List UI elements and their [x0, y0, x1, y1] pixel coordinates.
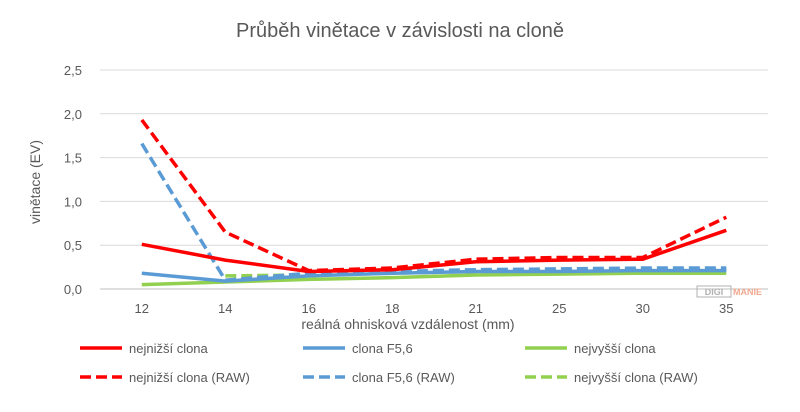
watermark-box: [696, 285, 732, 298]
x-tick-label: 30: [636, 301, 650, 316]
x-tick-label: 16: [302, 301, 316, 316]
y-tick-label: 1,0: [64, 194, 82, 209]
x-tick-label: 12: [135, 301, 149, 316]
series-line-5: [140, 142, 727, 282]
watermark-digi: DIGI: [705, 287, 724, 297]
watermark-manie: MANIE: [733, 287, 762, 297]
legend-label: clona F5,6: [352, 341, 413, 356]
x-tick-label: 21: [469, 301, 483, 316]
x-tick-label: 18: [385, 301, 399, 316]
y-axis-label: vinětace (EV): [27, 140, 43, 224]
series-line-1: [141, 228, 727, 274]
x-tick-label: 25: [552, 301, 566, 316]
legend: nejnižší clona clona F5,6 nejvyšší clona ne…: [80, 341, 698, 385]
watermark-logo: DIGI MANIE: [696, 285, 762, 298]
legend-label: nejvyšší clona: [574, 341, 656, 356]
data-series: [140, 118, 728, 287]
y-tick-label: 2,5: [64, 63, 82, 78]
legend-label: clona F5,6 (RAW): [352, 370, 455, 385]
grid-lines: [100, 69, 768, 290]
x-axis-ticks: 12 14 16 18 21 25 30 35: [135, 301, 734, 316]
series-line-4: [140, 118, 728, 273]
y-tick-label: 2,0: [64, 107, 82, 122]
legend-label: nejnižší clona: [129, 341, 209, 356]
y-axis-ticks: 0,0 0,5 1,0 1,5 2,0 2,5: [64, 63, 82, 297]
chart-title: Průběh vinětace v závislosti na cloně: [236, 20, 564, 42]
legend-label: nejvyšší clona (RAW): [574, 370, 698, 385]
legend-label: nejnižší clona (RAW): [129, 370, 250, 385]
x-axis-label: reálná ohnisková vzdálenost (mm): [301, 316, 514, 332]
x-tick-label: 35: [719, 301, 733, 316]
y-tick-label: 1,5: [64, 151, 82, 166]
y-tick-label: 0,0: [64, 282, 82, 297]
x-tick-label: 14: [218, 301, 232, 316]
y-tick-label: 0,5: [64, 238, 82, 253]
